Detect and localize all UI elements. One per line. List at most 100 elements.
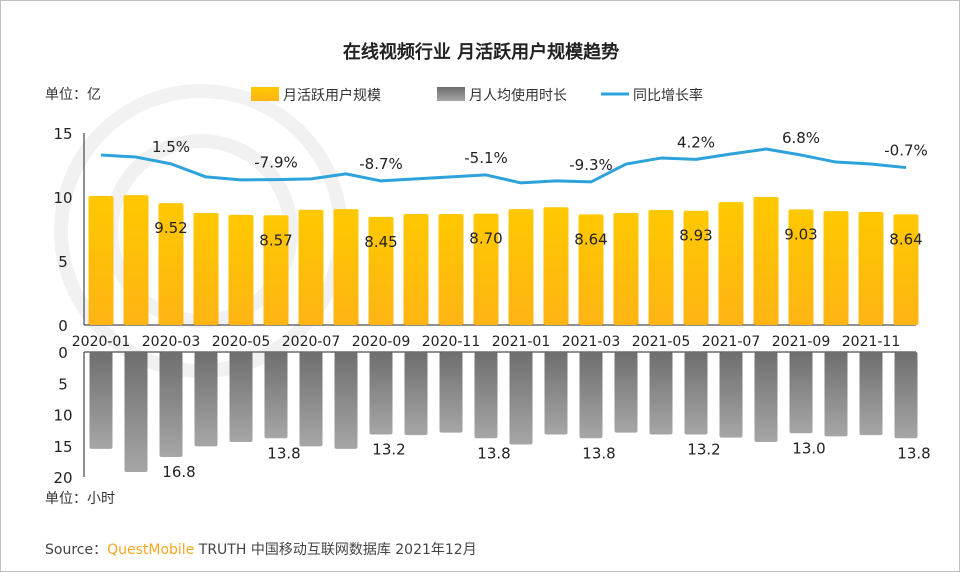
x-tick-label: 2020-03 [142,334,201,350]
bar-mau [719,202,744,325]
bar-usage-time [860,352,883,435]
bar-usage-time [685,352,708,435]
x-tick-label: 2020-05 [212,334,271,350]
bar-mau [89,196,114,325]
bar-mau [334,209,359,325]
data-label-usage-time: 13.8 [477,444,510,462]
data-label-mau: 8.45 [364,233,397,251]
bottom-y-tick-label: 10 [53,407,72,425]
bar-usage-time [895,352,918,438]
legend-swatch-time [437,87,465,101]
bar-usage-time [160,352,183,457]
bar-mau [509,209,534,325]
data-label-mau: 9.52 [154,219,187,237]
top-y-tick-label: 0 [58,317,68,335]
x-tick-label: 2021-01 [492,334,551,350]
data-label-usage-time: 13.0 [792,439,825,457]
bar-mau [544,207,569,325]
top-y-tick-label: 15 [53,125,72,143]
data-label-mau: 8.70 [469,230,502,248]
x-tick-label: 2020-07 [282,334,341,350]
bar-usage-time [265,352,288,438]
data-label-usage-time: 13.8 [582,444,615,462]
x-tick-label: 2020-01 [72,334,131,350]
data-label-growth: -0.7% [884,142,928,160]
bar-usage-time [580,352,603,438]
bar-usage-time [720,352,743,438]
bar-usage-time [755,352,778,442]
source-note: Source：QuestMobile TRUTH 中国移动互联网数据库 2021… [45,542,477,558]
x-tick-label: 2021-07 [702,334,761,350]
data-label-mau: 9.03 [784,225,817,243]
data-label-growth: -8.7% [359,155,403,173]
legend-label-time: 月人均使用时长 [469,87,567,104]
bar-mau [229,215,254,325]
bar-usage-time [615,352,638,433]
bar-mau [859,212,884,325]
top-y-tick-label: 5 [58,253,68,271]
bar-mau [649,210,674,325]
bar-mau [194,213,219,325]
data-label-usage-time: 13.8 [267,444,300,462]
bar-usage-time [90,352,113,449]
data-label-usage-time: 13.2 [372,441,405,459]
bar-mau [299,210,324,325]
source-brand: QuestMobile [107,542,194,558]
x-tick-label: 2020-11 [422,334,481,350]
source-rest: TRUTH 中国移动互联网数据库 2021年12月 [194,542,476,558]
data-label-growth: -5.1% [464,149,508,167]
bar-mau [124,195,149,325]
data-label-mau: 8.57 [259,231,292,249]
legend: 月活跃用户规模 月人均使用时长 同比增长率 [251,87,703,104]
data-label-growth: 4.2% [677,133,715,151]
bar-mau [824,211,849,325]
bar-mau [614,213,639,325]
top-y-tick-label: 10 [53,189,72,207]
data-label-growth: -9.3% [569,156,613,174]
bar-usage-time [510,352,533,445]
x-tick-label: 2021-05 [632,334,691,350]
legend-label-growth: 同比增长率 [633,87,703,104]
data-label-mau: 8.64 [574,230,607,248]
data-label-mau: 8.64 [889,230,922,248]
top-unit-label: 单位：亿 [45,87,101,103]
bar-usage-time [230,352,253,442]
bar-usage-time [405,352,428,435]
x-tick-label: 2021-03 [562,334,621,350]
bar-mau [439,214,464,325]
data-label-usage-time: 13.8 [897,444,930,462]
data-label-usage-time: 16.8 [162,463,195,481]
bar-usage-time [475,352,498,438]
bar-usage-time [790,352,813,433]
x-tick-label: 2021-09 [772,334,831,350]
bar-usage-time [195,352,218,446]
bar-mau [404,214,429,325]
bar-mau [754,197,779,325]
bottom-y-tick-label: 15 [53,438,72,456]
legend-swatch-mau [251,87,279,101]
data-label-growth: 1.5% [152,138,190,156]
bar-usage-time [335,352,358,449]
x-tick-label: 2020-09 [352,334,411,350]
bar-usage-time [545,352,568,435]
bottom-y-tick-label: 20 [53,469,72,487]
bar-usage-time [370,352,393,435]
bottom-y-tick-label: 5 [58,375,68,393]
x-tick-label: 2021-11 [842,334,901,350]
chart-title: 在线视频行业 月活跃用户规模趋势 [343,41,619,63]
data-label-mau: 8.93 [679,227,712,245]
bottom-unit-label: 单位：小时 [45,491,115,507]
data-label-growth: -7.9% [254,154,298,172]
bar-usage-time [125,352,148,472]
legend-label-mau: 月活跃用户规模 [283,87,381,104]
bar-usage-time [440,352,463,433]
data-label-growth: 6.8% [782,129,820,147]
data-label-usage-time: 13.2 [687,441,720,459]
bar-usage-time [825,352,848,436]
bar-usage-time [650,352,673,435]
bar-usage-time [300,352,323,446]
bottom-y-tick-label: 0 [58,344,68,362]
source-prefix: Source： [45,542,107,558]
